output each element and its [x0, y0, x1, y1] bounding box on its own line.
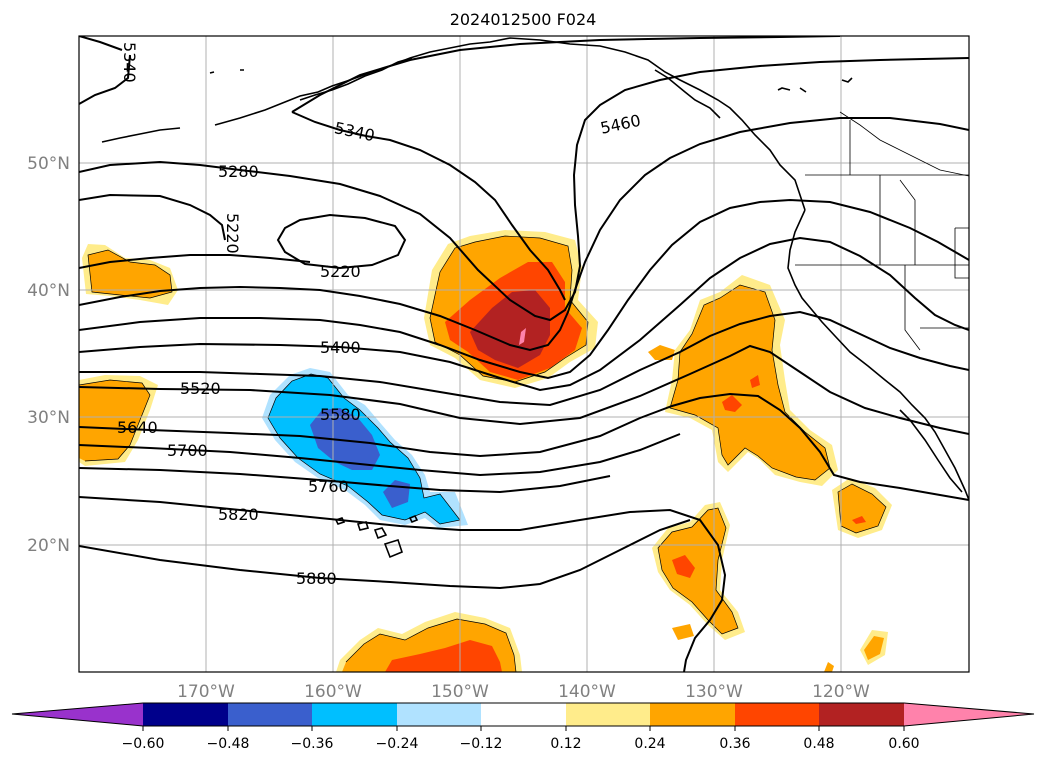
- contour-label: 5880: [296, 569, 337, 588]
- contour-label: 5580: [320, 405, 361, 424]
- colorbar-tick-label: 0.36: [719, 736, 750, 752]
- positive-anomaly-patch: [519, 328, 526, 345]
- colorbar-segment: [735, 703, 819, 726]
- contour-label: 5820: [218, 505, 259, 524]
- contour-label: 5640: [117, 418, 158, 437]
- positive-anomaly-patch: [672, 555, 695, 578]
- lon-label: 150°W: [431, 682, 489, 702]
- map-title: 2024012500 F024: [450, 10, 597, 29]
- shading-outlines: [79, 235, 887, 672]
- colorbar-segment: [312, 703, 397, 726]
- colorbar-tick-label: 0.12: [550, 736, 581, 752]
- colorbar-segment: [650, 703, 735, 726]
- positive-anomaly-patch: [79, 380, 150, 461]
- lon-label: 130°W: [685, 682, 743, 702]
- colorbar-tick-label: −0.36: [291, 736, 334, 752]
- positive-anomaly-patch: [385, 640, 502, 672]
- colorbar-tick-label: 0.60: [888, 736, 919, 752]
- contour-label: 5400: [320, 338, 361, 357]
- colorbar-tick-label: −0.60: [122, 736, 165, 752]
- positive-anomaly-patch: [470, 290, 550, 368]
- colorbar-segment: [566, 703, 650, 726]
- baja-coastline: [899, 409, 963, 493]
- lat-label: 20°N: [27, 536, 70, 556]
- colorbar-tick-label: −0.48: [207, 736, 250, 752]
- colorbar-tick-label: −0.12: [460, 736, 503, 752]
- contour-label: 5760: [308, 477, 349, 496]
- contour-label: 5280: [218, 162, 259, 181]
- contour-label: 5340: [120, 42, 139, 83]
- map-frame: [78, 35, 970, 673]
- hawaii-islands: [334, 517, 403, 559]
- colorbar-tick-label: 0.24: [634, 736, 665, 752]
- lon-label: 120°W: [812, 682, 870, 702]
- positive-anomaly-patch: [722, 395, 742, 412]
- colorbar-ticks: [142, 726, 905, 731]
- contour-label: 5220: [223, 213, 242, 254]
- colorbar-segment: [143, 703, 228, 726]
- colorbar-segment: [12, 703, 143, 726]
- negative-anomaly-patch: [310, 408, 380, 470]
- lon-label: 140°W: [558, 682, 616, 702]
- colorbar-tick-label: 0.48: [803, 736, 834, 752]
- lat-label: 40°N: [27, 281, 70, 301]
- longitude-labels: 170°W 160°W 150°W 140°W 130°W 120°W: [177, 682, 870, 702]
- us-west-coastline: [787, 209, 969, 501]
- colorbar-segment: [481, 703, 566, 726]
- state-borders: [795, 120, 969, 351]
- height-contours: [79, 36, 969, 672]
- coastlines: [101, 37, 969, 559]
- lat-label: 30°N: [27, 408, 70, 428]
- colorbar-segment: [904, 703, 1034, 726]
- positive-anomaly-patch: [658, 508, 738, 634]
- positive-anomaly-patch: [864, 636, 884, 660]
- latitude-labels: 50°N 40°N 30°N 20°N: [27, 154, 70, 556]
- colorbar-segment: [819, 703, 904, 726]
- shaded-field: [79, 230, 892, 672]
- colorbar-tick-label: −0.24: [376, 736, 419, 752]
- positive-anomaly-patch: [670, 285, 830, 480]
- colorbar-segment: [228, 703, 312, 726]
- contour-label: 5700: [167, 441, 208, 460]
- positive-anomaly-patch: [750, 375, 760, 388]
- lat-label: 50°N: [27, 154, 70, 174]
- contour-label: 5520: [180, 379, 221, 398]
- colorbar-segment: [397, 703, 481, 726]
- positive-anomaly-patch: [672, 624, 694, 640]
- lon-label: 160°W: [304, 682, 362, 702]
- positive-anomaly-patch: [824, 662, 834, 672]
- graticule: [79, 36, 969, 672]
- map-panel: 5340 5340 5460 5280 5220 5220 5400 5520 …: [79, 36, 969, 672]
- contour-labels: 5340 5340 5460 5280 5220 5220 5400 5520 …: [117, 42, 642, 588]
- positive-anomaly-patch: [852, 516, 866, 524]
- colorbar: −0.60 −0.48 −0.36 −0.24 −0.12 0.12 0.24 …: [11, 702, 1035, 752]
- contour-label: 5220: [320, 262, 361, 281]
- lon-label: 170°W: [177, 682, 235, 702]
